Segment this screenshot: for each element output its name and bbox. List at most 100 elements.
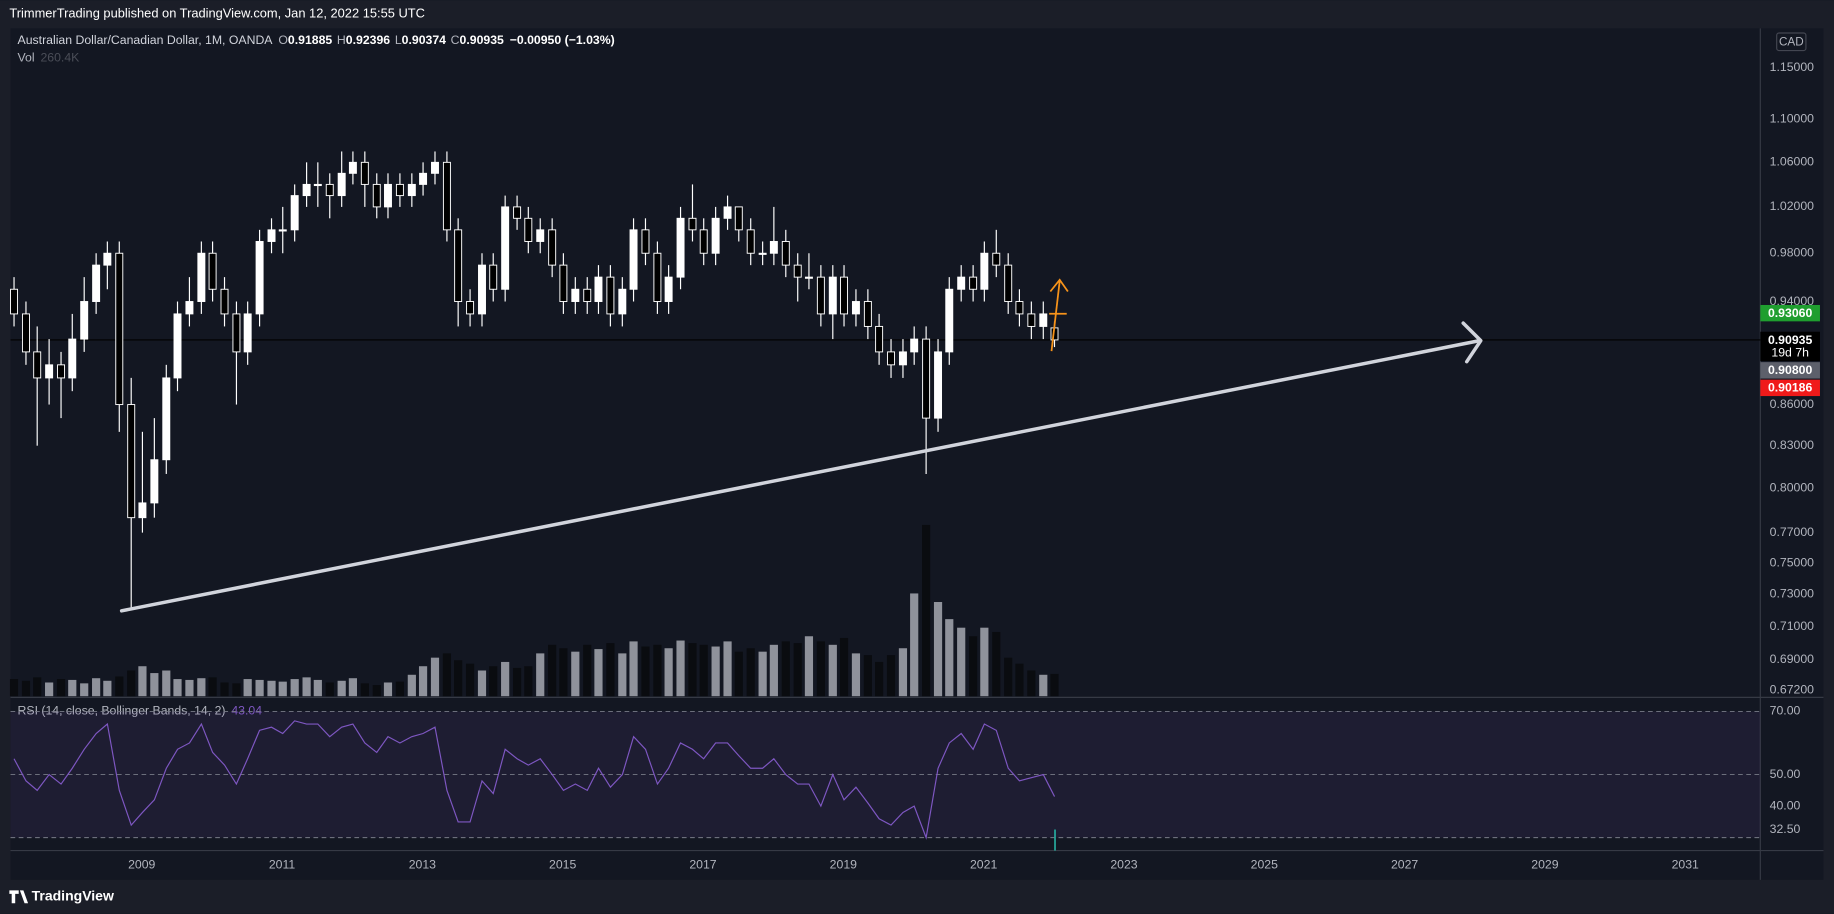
candle-body xyxy=(197,252,206,302)
volume-bar xyxy=(594,649,603,697)
rsi-tick-label: 40.00 xyxy=(1770,798,1801,812)
candle-body xyxy=(478,264,486,315)
volume-bar xyxy=(21,680,31,697)
volume-bar xyxy=(1004,657,1013,697)
volume-bar xyxy=(501,661,510,697)
symbol-legend: Australian Dollar/Canadian Dollar, 1M, O… xyxy=(18,33,615,47)
candle-body xyxy=(454,229,463,302)
x-tick-label: 2029 xyxy=(1531,857,1558,871)
symbol-title: Australian Dollar/Canadian Dollar, 1M, O… xyxy=(18,33,274,47)
volume-bar xyxy=(851,653,861,697)
candle-body xyxy=(489,264,498,290)
candle-body xyxy=(337,172,346,197)
volume-bar xyxy=(115,676,124,697)
volume-bar xyxy=(33,677,42,697)
x-tick-label: 2009 xyxy=(128,857,155,871)
volume-bar xyxy=(103,680,112,697)
volume-bar xyxy=(442,653,452,697)
volume-bar xyxy=(618,653,627,697)
price-tag xyxy=(1760,304,1820,322)
candle-body xyxy=(208,252,217,290)
y-tick-label: 0.75000 xyxy=(1770,555,1815,569)
candle-body xyxy=(875,325,884,353)
volume-bar xyxy=(313,679,322,697)
candle-body xyxy=(313,183,322,187)
candle-body xyxy=(804,276,813,279)
y-tick-label: 1.06000 xyxy=(1770,155,1815,169)
candle-body xyxy=(21,313,30,353)
volume-bar xyxy=(793,643,802,697)
volume-bar xyxy=(325,682,334,697)
price-tag-label: 0.90935 xyxy=(1768,333,1813,347)
volume-bar xyxy=(255,679,264,697)
y-tick-label: 1.15000 xyxy=(1770,60,1815,74)
candle-body xyxy=(372,183,381,208)
volume-bar xyxy=(548,644,557,697)
candle-body xyxy=(536,229,545,242)
candle-body xyxy=(103,252,112,266)
ohlc-value: 0.91885 xyxy=(288,33,333,47)
candle-body xyxy=(781,241,790,266)
price-tag-label: 0.93060 xyxy=(1768,306,1813,320)
volume-bar xyxy=(922,524,931,697)
price-tag xyxy=(1760,379,1820,397)
y-tick-label: 0.86000 xyxy=(1770,397,1815,411)
volume-bar xyxy=(676,640,685,697)
volume-bar xyxy=(711,646,720,697)
x-tick-label: 2027 xyxy=(1391,857,1418,871)
candle-body xyxy=(419,172,428,185)
volume-bar xyxy=(641,646,650,697)
rsi-tick-label: 50.00 xyxy=(1770,767,1801,781)
candle-body xyxy=(267,229,276,242)
candle-body xyxy=(278,229,287,232)
volume-bar xyxy=(208,677,217,697)
volume-bar xyxy=(360,683,369,697)
currency[interactable]: CAD xyxy=(1779,35,1804,48)
candle-body xyxy=(641,229,650,254)
y-tick-label: 0.94000 xyxy=(1770,294,1815,308)
volume-bar xyxy=(9,679,19,697)
candle-body xyxy=(255,241,264,315)
currency-box[interactable] xyxy=(1776,32,1807,52)
candle-body xyxy=(816,276,825,315)
volume-bar xyxy=(383,682,393,697)
candle-body xyxy=(1004,264,1013,302)
volume-bar xyxy=(92,678,101,697)
volume-bar xyxy=(816,641,825,697)
candle-body xyxy=(699,229,708,254)
volume-bar xyxy=(512,667,522,697)
candle-body xyxy=(571,288,580,302)
candle-body xyxy=(407,183,416,197)
volume-bar xyxy=(863,655,872,697)
volume-bar xyxy=(477,670,487,697)
volume-bar xyxy=(945,619,954,697)
volume-bar xyxy=(1050,673,1059,697)
volume-bar xyxy=(173,679,182,697)
time-axis xyxy=(10,850,1824,880)
candle-body xyxy=(548,229,557,266)
candle-body xyxy=(524,217,533,242)
candle-body xyxy=(746,229,755,254)
projection-arrowhead[interactable] xyxy=(1049,278,1069,293)
y-tick-label: 1.02000 xyxy=(1770,199,1815,213)
y-tick-label: 0.69000 xyxy=(1770,652,1815,666)
projection-arrow[interactable] xyxy=(1050,280,1061,352)
volume-bar xyxy=(875,661,884,697)
candle-body xyxy=(992,252,1001,266)
volume-bar xyxy=(80,683,89,697)
volume-bar xyxy=(243,679,252,697)
candle-body xyxy=(618,288,627,315)
volume-bar xyxy=(969,636,978,697)
volume-bar xyxy=(536,653,545,697)
logo-icon[interactable] xyxy=(9,890,29,904)
volume-bar xyxy=(664,648,673,697)
logo-text[interactable]: TradingView xyxy=(32,887,114,903)
trend-arrowhead[interactable] xyxy=(1461,321,1483,364)
candle-body xyxy=(711,217,720,254)
candle-body xyxy=(945,288,954,353)
trend-line[interactable] xyxy=(119,338,1482,613)
volume-bar xyxy=(372,685,381,697)
volume-bar xyxy=(418,666,428,697)
volume-bar xyxy=(723,641,732,697)
